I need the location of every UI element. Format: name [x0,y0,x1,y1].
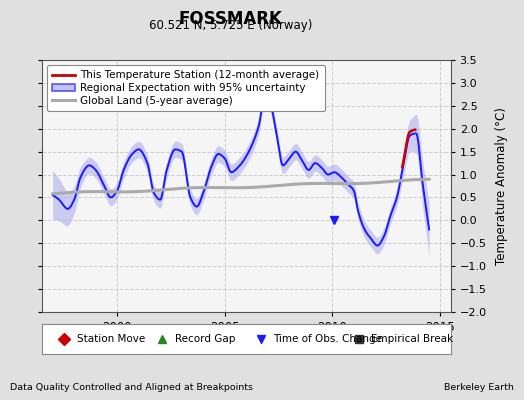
Text: Record Gap: Record Gap [175,334,235,344]
Text: Data Quality Controlled and Aligned at Breakpoints: Data Quality Controlled and Aligned at B… [10,383,254,392]
Text: 60.521 N, 5.725 E (Norway): 60.521 N, 5.725 E (Norway) [149,19,312,32]
Y-axis label: Temperature Anomaly (°C): Temperature Anomaly (°C) [495,107,508,265]
Text: Station Move: Station Move [77,334,145,344]
Text: Berkeley Earth: Berkeley Earth [444,383,514,392]
Text: Empirical Break: Empirical Break [371,334,453,344]
Text: FOSSMARK: FOSSMARK [179,10,282,28]
Legend: This Temperature Station (12-month average), Regional Expectation with 95% uncer: This Temperature Station (12-month avera… [47,65,325,111]
Text: Time of Obs. Change: Time of Obs. Change [273,334,382,344]
